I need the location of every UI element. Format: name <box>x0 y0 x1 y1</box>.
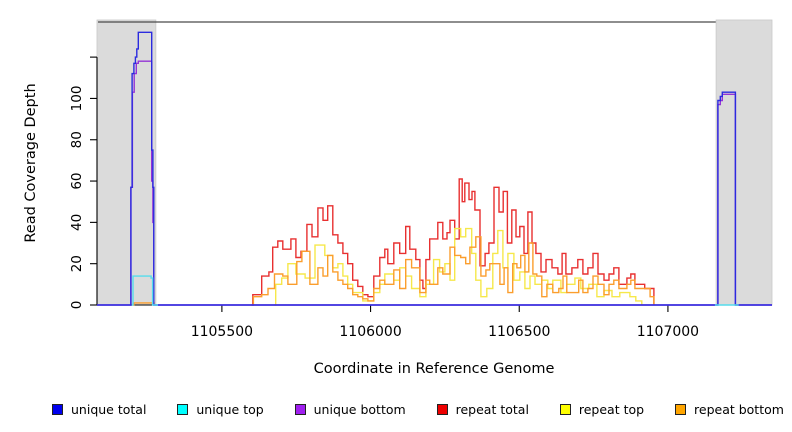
legend-label-repeat-top: repeat top <box>578 401 645 417</box>
y-axis-tick-label: 100 <box>69 86 85 112</box>
series-unique-top-line <box>131 275 158 306</box>
y-axis-tick-label: 80 <box>69 131 85 148</box>
repeat-bottom-swatch <box>675 403 687 415</box>
x-axis-tick-label: 1106000 <box>339 324 401 340</box>
y-axis-title: Read Coverage Depth <box>23 83 39 243</box>
legend-item-unique-total: unique total <box>52 402 146 417</box>
y-axis-tick-label: 0 <box>69 301 85 310</box>
series-unique-bottom-line <box>97 60 772 306</box>
unique-bottom-swatch <box>294 403 306 415</box>
unique-top-swatch <box>177 403 189 415</box>
x-axis-tick-label: 1106500 <box>488 324 550 340</box>
series-unique-total-line <box>97 31 772 306</box>
series-repeat-bottom-line <box>251 236 655 306</box>
legend-item-repeat-top: repeat top <box>559 401 645 417</box>
legend-label-unique-total: unique total <box>71 401 147 417</box>
legend-item-repeat-bottom: repeat bottom <box>675 402 784 417</box>
legend: unique total unique top unique bottom repea… <box>52 398 784 420</box>
legend-label-repeat-bottom: repeat bottom <box>694 401 784 417</box>
legend-item-unique-top: unique top <box>177 401 264 417</box>
series-repeat-top-line <box>274 227 643 306</box>
x-axis-title: Coordinate in Reference Genome <box>313 361 555 377</box>
series-repeat-total-line <box>251 178 655 306</box>
x-axis-tick-label: 1107000 <box>637 324 699 340</box>
unique-total-swatch <box>52 403 63 415</box>
y-axis-tick-label: 60 <box>69 172 85 189</box>
legend-label-unique-top: unique top <box>196 401 264 417</box>
repeat-total-swatch <box>436 403 448 415</box>
y-axis-tick-label: 20 <box>69 255 85 272</box>
legend-item-repeat-total: repeat total <box>436 401 529 417</box>
left-flank-region <box>96 19 157 306</box>
legend-item-unique-bottom: unique bottom <box>294 401 406 417</box>
repeat-top-swatch <box>559 403 571 415</box>
legend-label-repeat-total: repeat total <box>455 401 529 417</box>
x-axis-tick-label: 1105500 <box>191 324 253 340</box>
y-axis-tick-label: 40 <box>69 214 85 231</box>
right-flank-region <box>715 19 773 306</box>
legend-label-unique-bottom: unique bottom <box>313 401 406 417</box>
